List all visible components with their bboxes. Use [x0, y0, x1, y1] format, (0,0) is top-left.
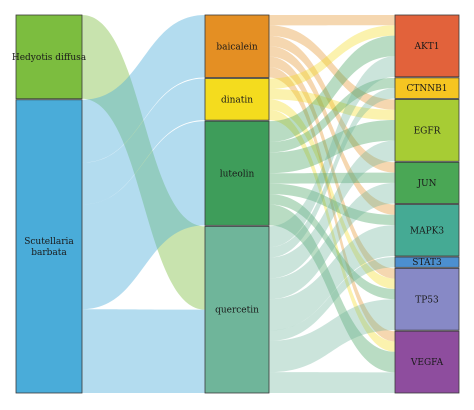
link-scutellaria-to-quercetin: [82, 309, 205, 393]
node-label-EGFR: EGFR: [414, 126, 441, 136]
node-EGFR: [394, 99, 460, 162]
link-baicalein-to-VEGFA: [269, 67, 395, 342]
node-label-dinatin: dinatin: [221, 95, 253, 105]
link-quercetin-to-MAPK3: [269, 225, 395, 331]
node-CTNNB1: [394, 77, 460, 99]
node-JUN: [394, 161, 460, 204]
link-baicalein-to-JUN: [269, 35, 395, 173]
node-label-AKT1: AKT1: [414, 42, 440, 52]
nodes-layer: [15, 14, 460, 394]
node-dinatin: [204, 78, 270, 121]
node-hedyotis: [15, 14, 83, 100]
node-TP53: [394, 267, 460, 331]
link-quercetin-to-VEGFA: [269, 372, 395, 393]
link-scutellaria-to-luteolin: [82, 121, 205, 310]
node-luteolin: [204, 120, 270, 226]
node-label-TP53: TP53: [415, 295, 439, 305]
link-luteolin-to-MAPK3: [269, 183, 395, 226]
node-label-MAPK3: MAPK3: [410, 226, 444, 236]
link-luteolin-to-VEGFA: [269, 204, 395, 373]
link-quercetin-to-AKT1: [269, 56, 395, 248]
node-label-VEGFA: VEGFA: [410, 358, 444, 368]
link-luteolin-to-TP53: [269, 194, 395, 300]
link-quercetin-to-TP53: [269, 299, 395, 373]
node-label-scutellaria: Scutellaria barbata: [24, 237, 74, 258]
node-quercetin: [204, 225, 270, 394]
link-scutellaria-to-dinatin: [82, 78, 205, 205]
link-dinatin-to-TP53: [269, 99, 395, 289]
link-luteolin-to-EGFR: [269, 120, 395, 174]
link-baicalein-to-MAPK3: [269, 46, 395, 215]
link-quercetin-to-EGFR: [269, 140, 395, 279]
link-quercetin-to-JUN: [269, 182, 395, 300]
link-dinatin-to-EGFR: [269, 88, 395, 121]
node-baicalein: [204, 14, 270, 78]
labels-layer: Hedyotis diffusa Scutellaria barbata baical…: [12, 42, 448, 368]
links-layer: [82, 15, 395, 393]
link-luteolin-to-JUN: [269, 172, 395, 184]
link-luteolin-to-AKT1: [269, 35, 395, 142]
link-dinatin-to-VEGFA: [269, 109, 395, 352]
link-quercetin-to-CTNNB1: [269, 88, 395, 258]
link-luteolin-to-CTNNB1: [269, 77, 395, 153]
node-label-luteolin: luteolin: [220, 169, 255, 179]
link-quercetin-to-STAT3: [269, 257, 395, 341]
node-label-quercetin: quercetin: [215, 306, 259, 316]
node-AKT1: [394, 14, 460, 78]
link-baicalein-to-TP53: [269, 56, 395, 279]
node-label-baicalein: baicalein: [216, 42, 257, 52]
node-scutellaria: [15, 99, 83, 394]
node-VEGFA: [394, 330, 460, 394]
node-label-CTNNB1: CTNNB1: [407, 84, 448, 94]
node-MAPK3: [394, 204, 460, 257]
link-baicalein-to-AKT1: [269, 15, 395, 26]
node-STAT3: [394, 256, 460, 268]
node-label-STAT3: STAT3: [412, 258, 442, 268]
link-baicalein-to-EGFR: [269, 25, 395, 110]
link-dinatin-to-AKT1: [269, 25, 395, 89]
link-scutellaria-to-baicalein: [82, 15, 205, 163]
link-hedyotis-to-quercetin: [82, 15, 205, 310]
node-label-hedyotis: Hedyotis diffusa: [12, 53, 87, 63]
node-label-JUN: JUN: [416, 179, 436, 189]
